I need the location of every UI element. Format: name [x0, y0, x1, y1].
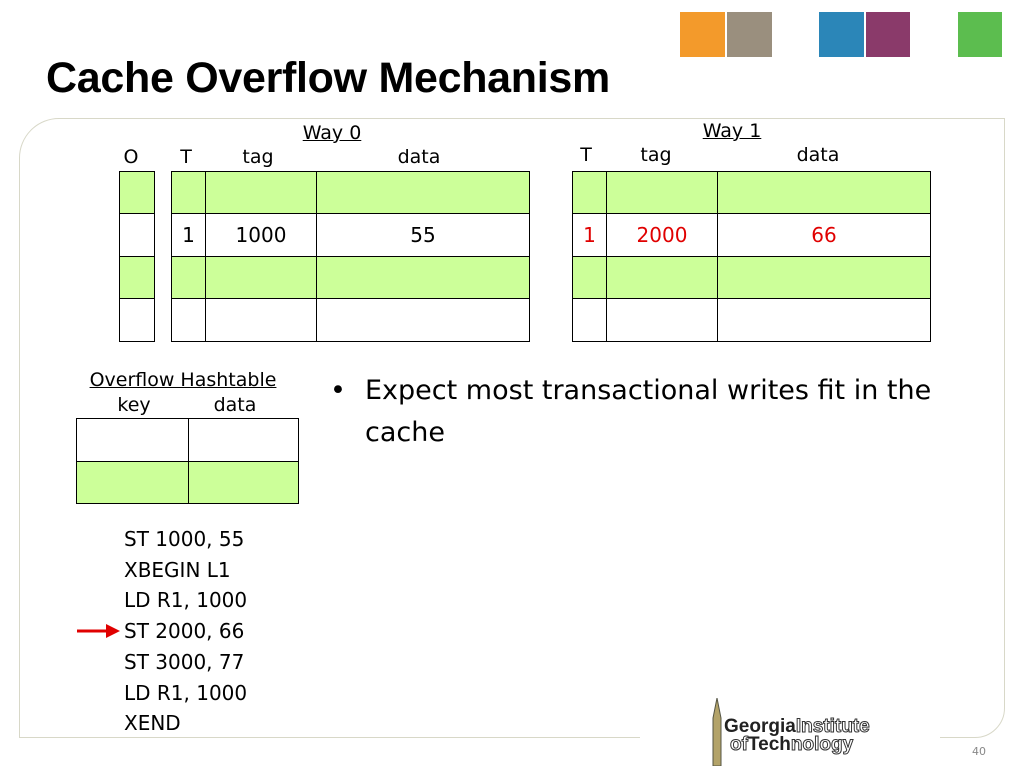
slide-title: Cache Overflow Mechanism	[46, 54, 610, 102]
table-cell	[316, 256, 530, 299]
code-line: LD R1, 1000	[124, 680, 248, 705]
column-header: tag	[242, 146, 274, 168]
logo-line: GeorgiaInstitute	[724, 716, 870, 738]
table-cell	[76, 418, 189, 462]
table-cell: 1000	[205, 213, 317, 257]
column-header: key	[117, 394, 151, 416]
decor-photo	[866, 12, 910, 57]
logo-line: ofTechnology	[730, 734, 854, 756]
table-cell	[606, 256, 718, 299]
table-cell	[119, 256, 155, 299]
table-cell	[316, 171, 530, 214]
logo-text: of	[730, 734, 749, 756]
table-cell	[119, 298, 155, 342]
header-decor	[680, 12, 1002, 57]
decor-square	[680, 12, 725, 57]
decor-square	[958, 12, 1002, 57]
table-cell	[717, 298, 931, 342]
table-cell	[119, 213, 155, 257]
code-line: XEND	[124, 711, 181, 736]
bullet-point: Expect most transactional writes fit in …	[330, 370, 970, 454]
decor-square	[819, 12, 864, 57]
logo-text: Institute	[795, 716, 870, 738]
code-line: LD R1, 1000	[124, 588, 248, 613]
table-cell	[205, 298, 317, 342]
table-cell: 1	[171, 213, 206, 257]
table-cell: 66	[717, 213, 931, 257]
table-cell	[171, 298, 206, 342]
column-header: O	[123, 146, 139, 168]
column-header: T	[580, 144, 592, 166]
table-cell	[717, 171, 931, 214]
logo-text: Georgia	[724, 716, 796, 737]
table-cell	[717, 256, 931, 299]
table-cell: 1	[572, 213, 607, 257]
content-panel	[19, 118, 1005, 738]
column-header: data	[213, 394, 257, 416]
table-cell	[572, 171, 607, 214]
table-cell	[188, 418, 299, 462]
code-line: XBEGIN L1	[124, 557, 231, 582]
table-cell	[76, 461, 189, 504]
column-header: data	[397, 146, 441, 168]
code-line: ST 2000, 66	[124, 619, 245, 644]
table-cell	[119, 171, 155, 214]
table-label: Overflow Hashtable	[89, 369, 277, 391]
logo-tower	[712, 698, 722, 766]
logo: GeorgiaInstitute ofTechnology	[640, 692, 940, 768]
current-instruction-arrow	[77, 624, 120, 638]
table-cell: 55	[316, 213, 530, 257]
table-label: Way 0	[302, 122, 362, 144]
table-cell	[205, 171, 317, 214]
table-label: Way 1	[702, 120, 762, 142]
table-cell	[205, 256, 317, 299]
table-cell	[572, 256, 607, 299]
logo-text: nology	[790, 734, 854, 756]
table-cell: 2000	[606, 213, 718, 257]
page-number: 40	[972, 745, 986, 758]
table-cell	[606, 298, 718, 342]
code-line: ST 1000, 55	[124, 527, 245, 551]
table-cell	[572, 298, 607, 342]
table-cell	[316, 298, 530, 342]
logo-text: Tech	[747, 734, 791, 755]
table-cell	[171, 171, 206, 214]
table-cell	[606, 171, 718, 214]
table-cell	[171, 256, 206, 299]
column-header: data	[796, 144, 840, 166]
table-cell	[188, 461, 299, 504]
column-header: tag	[640, 144, 672, 166]
decor-photo	[727, 12, 772, 57]
column-header: T	[180, 146, 192, 168]
code-line: ST 3000, 77	[124, 649, 245, 674]
